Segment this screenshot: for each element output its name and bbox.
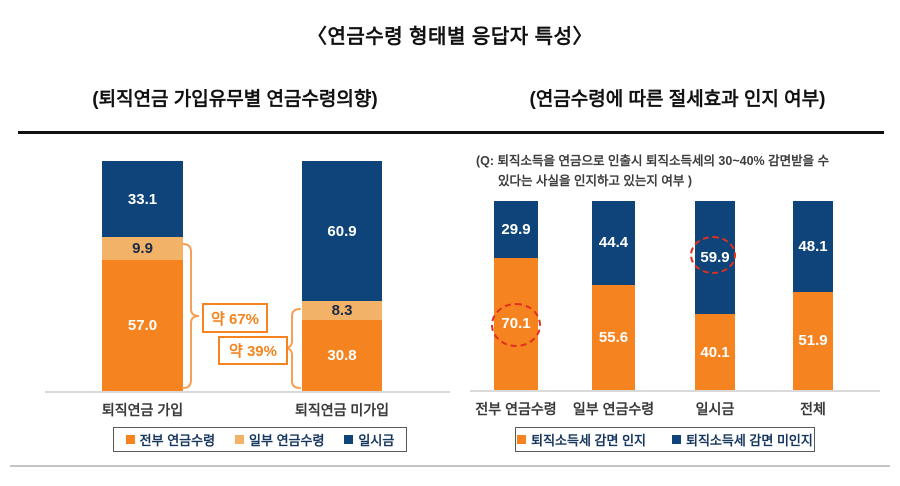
bar-segment: 29.9 <box>494 201 538 258</box>
value-label: 29.9 <box>501 220 531 238</box>
right-chart-legend: 퇴직소득세 감면 인지 퇴직소득세 감면 미인지 <box>515 427 815 452</box>
bar-segment: 48.1 <box>793 201 833 292</box>
legend-item: 일시금 <box>344 430 394 449</box>
bar-segment: 40.1 <box>695 314 735 390</box>
legend-label: 퇴직소득세 감면 인지 <box>531 433 647 448</box>
value-label: 44.4 <box>598 234 629 252</box>
value-label: 57.0 <box>127 316 158 334</box>
stacked-bar: 55.6 44.4 일부 연금수령 <box>573 201 654 417</box>
legend-label: 퇴직소득세 감면 미인지 <box>686 433 813 448</box>
legend-swatch <box>235 435 245 444</box>
stacked-bar: 30.8 8.3 60.9 퇴직연금 미가입 <box>295 161 389 418</box>
question-note-line1: (Q: 퇴직소득을 연금으로 인출시 퇴직소득세의 30~40% 감면받을 수 <box>476 154 830 168</box>
value-label: 40.1 <box>700 343 730 361</box>
right-chart-plot: 70.1 29.9 전부 연금수령 55.6 44.4 일부 연금수령 40.1 59.9 일시… <box>470 201 880 417</box>
bar-segment: 55.6 <box>592 284 635 390</box>
bar-segment: 51.9 <box>793 291 833 390</box>
highlight-circle-70-1 <box>491 303 541 347</box>
value-label: 30.8 <box>327 347 357 365</box>
question-note-line2: 있다는 사실을 인지하고 있는지 여부 ) <box>498 174 693 188</box>
x-axis-label: 일부 연금수령 <box>572 401 655 417</box>
legend-label: 일부 연금수령 <box>249 433 325 448</box>
bar-segment: 30.8 <box>302 320 382 391</box>
bar-segment: 33.1 <box>102 161 183 238</box>
stacked-bar: 40.1 59.9 일시금 <box>695 201 735 417</box>
callout-approx-67: 약 67% <box>202 303 268 333</box>
legend-item: 일부 연금수령 <box>235 430 324 449</box>
stacked-bar: 51.9 48.1 전체 <box>793 201 833 417</box>
x-axis-label: 전부 연금수령 <box>475 401 557 417</box>
legend-item: 퇴직소득세 감면 미인지 <box>672 430 813 449</box>
right-chart-title: (연금수령에 따른 절세효과 인지 여부) <box>529 89 826 110</box>
legend-item: 전부 연금수령 <box>125 430 216 449</box>
x-axis-label: 퇴직연금 가입 <box>101 402 184 418</box>
left-chart-legend: 전부 연금수령 일부 연금수령 일시금 <box>113 427 407 452</box>
stacked-bar: 70.1 29.9 전부 연금수령 <box>475 201 557 417</box>
bar-segment: 44.4 <box>592 201 635 285</box>
header-divider <box>18 131 884 134</box>
x-axis-label: 퇴직연금 미가입 <box>294 402 390 418</box>
page-title: 〈연금수령 형태별 응답자 특성〉 <box>307 26 593 48</box>
footer-divider <box>10 465 890 467</box>
value-label: 33.1 <box>127 190 158 208</box>
legend-item: 퇴직소득세 감면 인지 <box>517 430 646 449</box>
x-axis-label: 전체 <box>800 401 826 417</box>
value-label: 51.9 <box>798 332 828 350</box>
bar-segment: 60.9 <box>302 161 382 302</box>
value-label: 9.9 <box>132 240 153 257</box>
bar-segment: 8.3 <box>302 301 382 321</box>
stacked-bar: 57.0 9.9 33.1 퇴직연금 가입 <box>102 161 183 418</box>
left-chart-plot: 57.0 9.9 33.1 퇴직연금 가입 30.8 8.3 60.9 퇴직연금 미가입 <box>45 161 450 418</box>
value-label: 60.9 <box>327 222 357 240</box>
legend-swatch <box>125 435 135 444</box>
callout-approx-39: 약 39% <box>218 336 288 365</box>
legend-label: 전부 연금수령 <box>139 433 216 448</box>
value-label: 8.3 <box>331 302 353 320</box>
left-chart-title: (퇴직연금 가입유무별 연금수령의향) <box>92 89 378 110</box>
legend-swatch <box>517 435 527 444</box>
legend-swatch <box>344 435 354 444</box>
value-label: 48.1 <box>798 237 828 255</box>
highlight-circle-59-9 <box>690 236 736 274</box>
legend-label: 일시금 <box>358 433 395 448</box>
question-note: (Q: 퇴직소득을 연금으로 인출시 퇴직소득세의 30~40% 감면받을 수 … <box>476 151 880 191</box>
bar-segment: 57.0 <box>102 259 183 391</box>
x-axis-label: 일시금 <box>695 401 735 417</box>
value-label: 55.6 <box>598 328 629 346</box>
bar-segment: 9.9 <box>102 237 183 260</box>
legend-swatch <box>672 435 682 444</box>
